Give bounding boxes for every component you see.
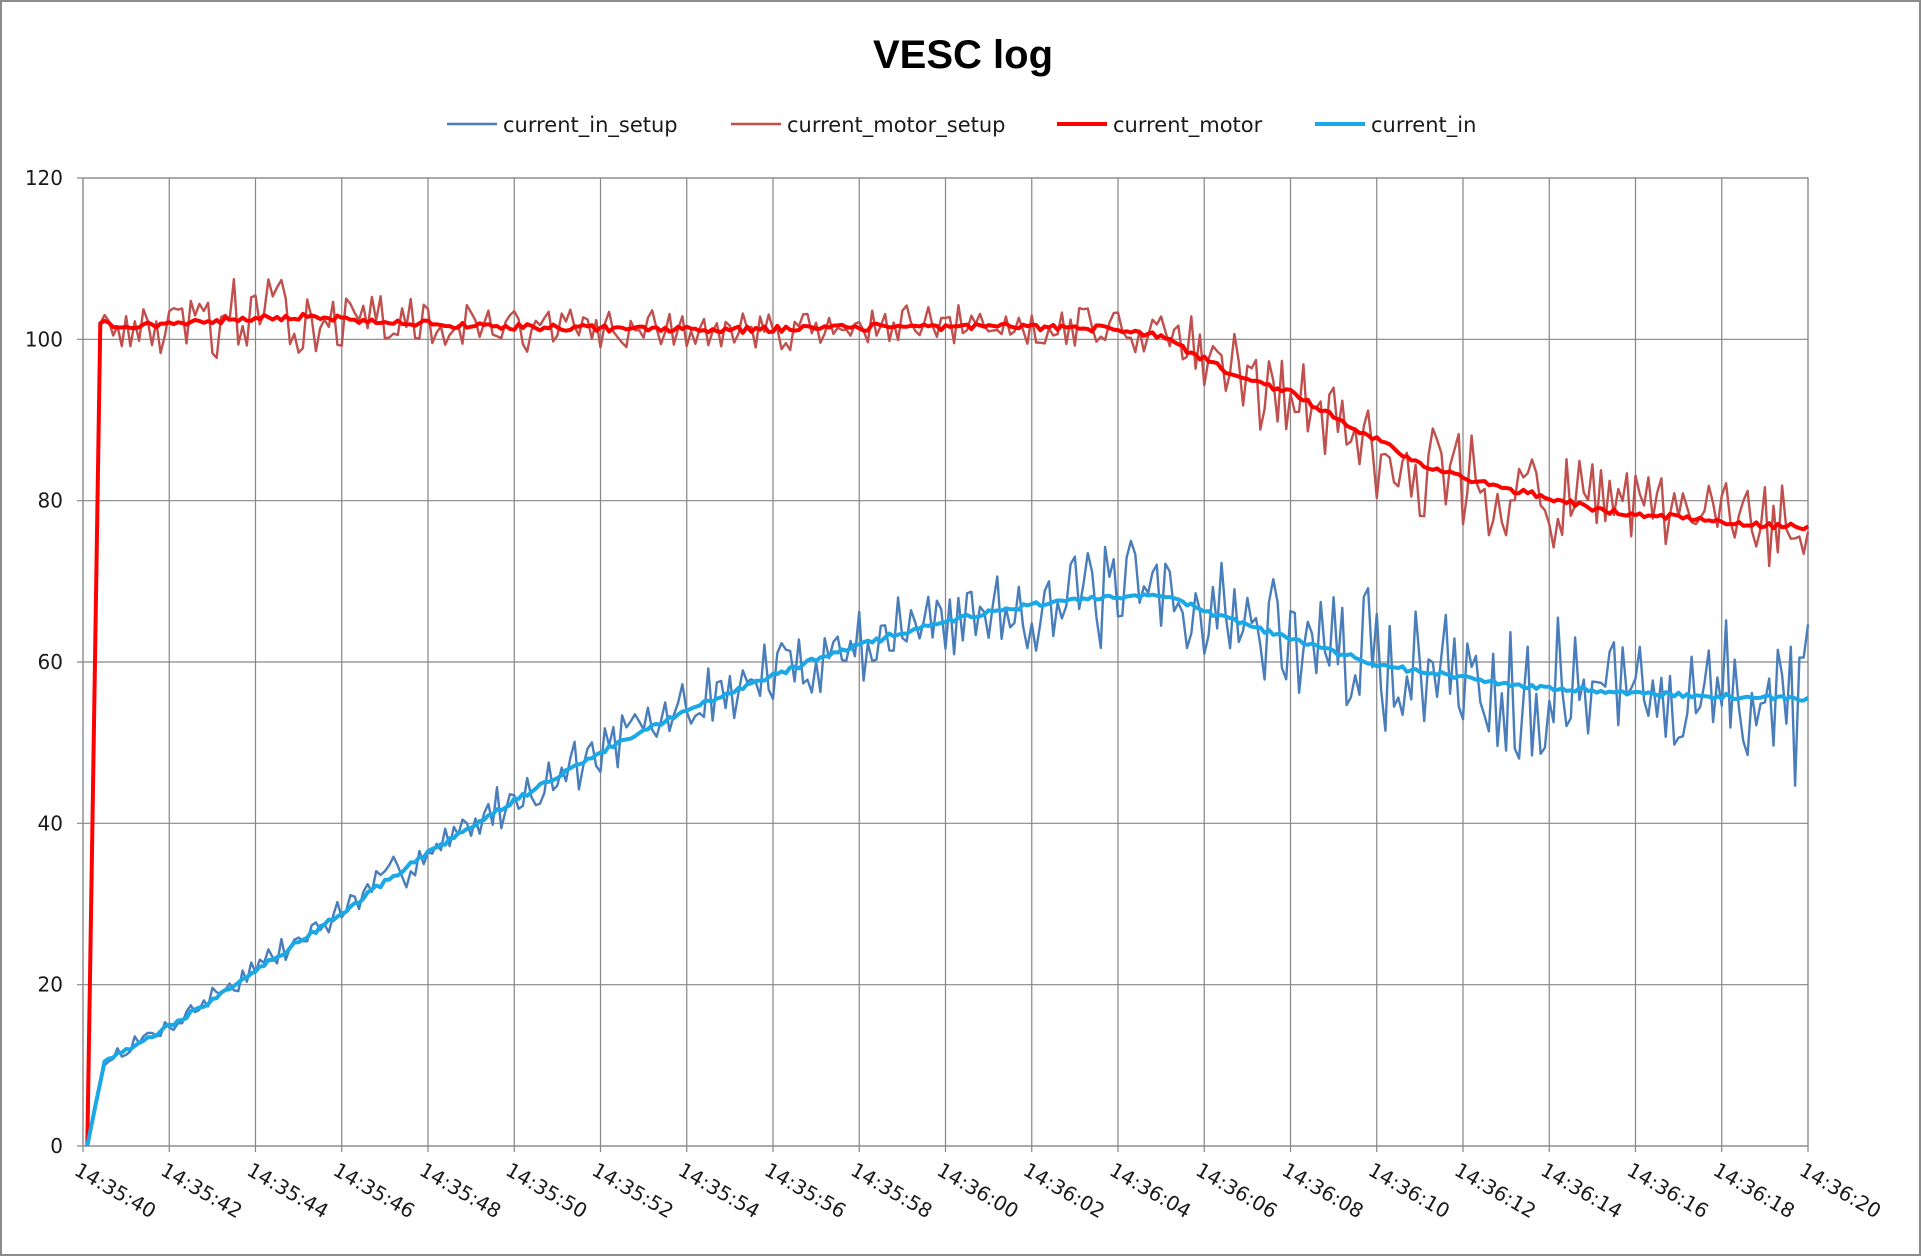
x-tick-label: 14:35:42 xyxy=(157,1158,247,1224)
x-tick-label: 14:35:52 xyxy=(588,1158,678,1224)
y-tick-label: 80 xyxy=(38,489,63,513)
x-tick-label: 14:36:10 xyxy=(1364,1158,1454,1224)
x-tick-label: 14:36:16 xyxy=(1623,1158,1713,1224)
x-tick-label: 14:36:12 xyxy=(1451,1158,1541,1224)
series-line-current-in xyxy=(85,592,1810,1147)
x-tick-label: 14:35:46 xyxy=(329,1158,419,1224)
x-tick-label: 14:36:20 xyxy=(1796,1158,1886,1224)
x-tick-label: 14:35:58 xyxy=(847,1158,937,1224)
x-tick-label: 14:35:50 xyxy=(502,1158,592,1224)
x-tick-label: 14:36:06 xyxy=(1192,1158,1282,1224)
plot-area xyxy=(85,278,1810,1147)
x-tick-label: 14:36:18 xyxy=(1709,1158,1799,1224)
legend-item-current-in: current_in xyxy=(1315,113,1476,138)
series-line-current-motor xyxy=(85,311,1810,1147)
series-line-current-in-setup xyxy=(86,539,1810,1147)
y-tick-label: 100 xyxy=(25,327,63,351)
y-tick-label: 0 xyxy=(50,1134,63,1158)
y-axis: 0 20 40 60 80 100 120 xyxy=(25,166,63,1158)
y-tick-label: 60 xyxy=(38,650,63,674)
x-tick-label: 14:36:04 xyxy=(1106,1158,1196,1224)
x-tick-label: 14:36:00 xyxy=(933,1158,1023,1224)
chart-title: VESC log xyxy=(873,33,1053,77)
x-tick-label: 14:35:48 xyxy=(416,1158,506,1224)
legend: current_in_setup current_motor_setup curre… xyxy=(447,113,1476,138)
series-line-current-motor-setup xyxy=(86,278,1810,1147)
x-tick-label: 14:35:54 xyxy=(674,1158,764,1224)
legend-label: current_motor_setup xyxy=(787,113,1006,138)
y-tick-label: 20 xyxy=(38,973,63,997)
x-tick-label: 14:35:56 xyxy=(761,1158,851,1224)
x-tick-label: 14:36:08 xyxy=(1278,1158,1368,1224)
legend-label: current_motor xyxy=(1113,113,1263,138)
grid xyxy=(77,177,1809,1152)
x-axis: 14:35:4014:35:4214:35:4414:35:4614:35:48… xyxy=(71,1158,1886,1224)
y-tick-label: 120 xyxy=(25,166,63,190)
legend-label: current_in_setup xyxy=(503,113,678,138)
y-tick-label: 40 xyxy=(38,811,63,835)
legend-item-current-motor-setup: current_motor_setup xyxy=(731,113,1006,138)
x-tick-label: 14:36:02 xyxy=(1019,1158,1109,1224)
legend-item-current-motor: current_motor xyxy=(1057,113,1263,138)
legend-label: current_in xyxy=(1371,113,1476,138)
legend-item-current-in-setup: current_in_setup xyxy=(447,113,678,138)
x-tick-label: 14:36:14 xyxy=(1537,1158,1627,1224)
x-tick-label: 14:35:44 xyxy=(243,1158,333,1224)
x-tick-label: 14:35:40 xyxy=(71,1158,161,1224)
